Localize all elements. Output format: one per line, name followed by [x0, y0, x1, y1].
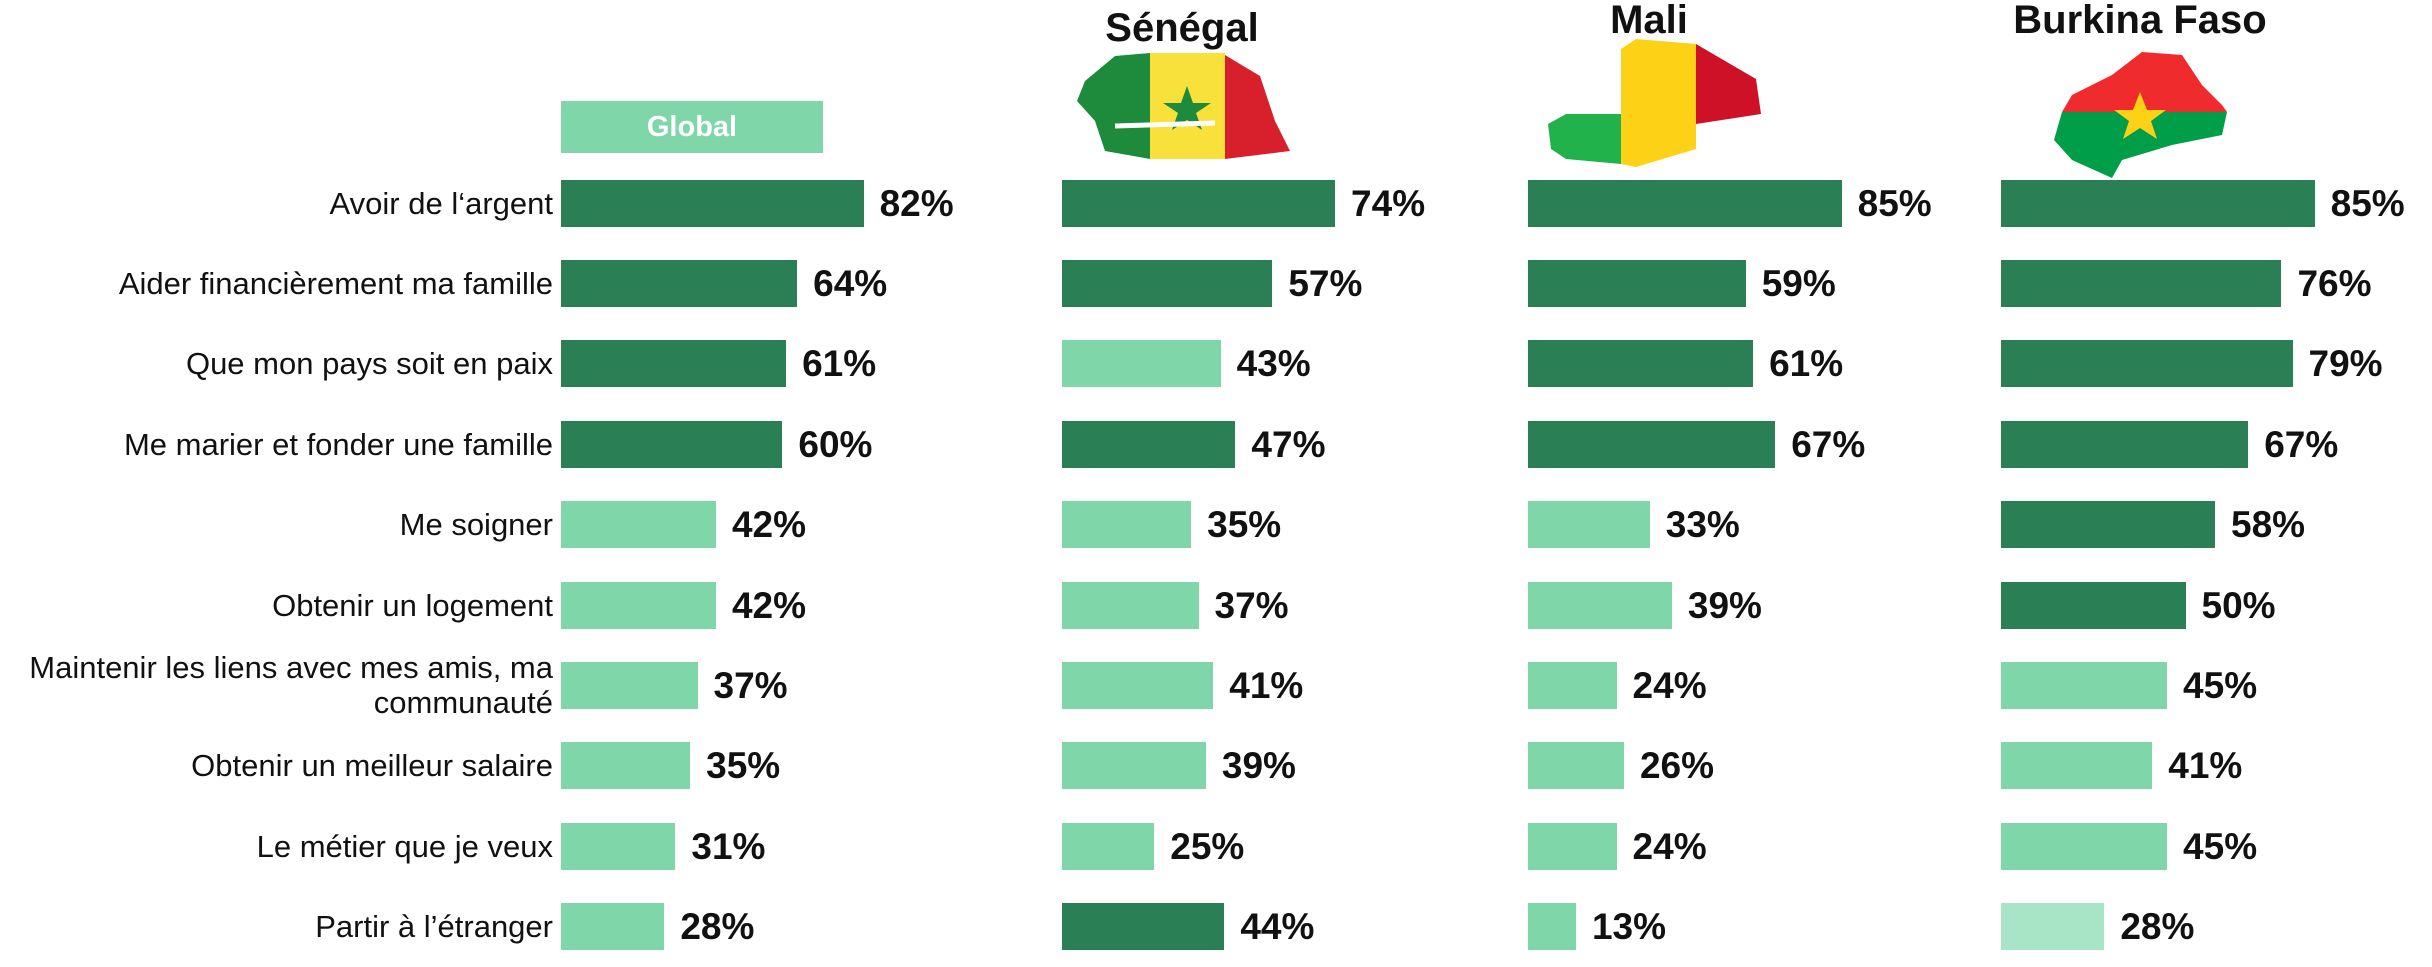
bar — [561, 420, 783, 468]
value-label: 41% — [1229, 664, 1304, 706]
bar — [1528, 501, 1650, 549]
bar — [561, 179, 864, 227]
value-label: 39% — [1687, 584, 1762, 626]
bar — [2001, 903, 2105, 951]
bar — [1528, 179, 1842, 227]
bar — [1062, 179, 1336, 227]
value-label: 37% — [713, 664, 788, 706]
bar — [1528, 581, 1672, 629]
senegal-flag — [1077, 53, 1290, 159]
category-label: Obtenir un logement — [272, 587, 553, 623]
bar — [2001, 661, 2168, 709]
bar — [1528, 340, 1754, 388]
value-label: 67% — [1791, 423, 1866, 465]
value-label: 74% — [1351, 182, 1426, 224]
value-label: 60% — [798, 423, 873, 465]
value-label: 76% — [2297, 262, 2372, 304]
value-label: 35% — [706, 745, 781, 787]
category-label: Avoir de l‘argent — [329, 185, 553, 221]
value-label: 24% — [1632, 664, 1707, 706]
value-label: 26% — [1639, 745, 1714, 787]
bar — [1062, 822, 1155, 870]
bar — [1528, 822, 1617, 870]
value-label: 45% — [2183, 664, 2258, 706]
bar — [1062, 742, 1206, 790]
value-label: 31% — [691, 825, 766, 867]
value-label: 57% — [1288, 262, 1363, 304]
value-label: 28% — [680, 906, 755, 948]
value-label: 42% — [731, 584, 807, 626]
category-label: Obtenir un meilleur salaire — [191, 748, 553, 784]
value-label: 25% — [1170, 825, 1245, 867]
bar — [561, 259, 798, 307]
bar — [561, 501, 716, 549]
value-label: 64% — [813, 262, 888, 304]
value-label: 42% — [731, 504, 807, 546]
bar — [2001, 340, 2293, 388]
value-label: 61% — [802, 343, 877, 385]
bar — [1528, 742, 1624, 790]
value-label: 28% — [2120, 906, 2195, 948]
value-label: 82% — [879, 182, 954, 224]
bar — [1528, 903, 1576, 951]
bar — [561, 661, 698, 709]
value-label: 85% — [2330, 182, 2405, 224]
category-label: Le métier que je veux — [256, 828, 553, 864]
bar — [1062, 340, 1221, 388]
category-label: Maintenir les liens avec mes amis, ma co… — [29, 650, 553, 721]
value-label: 61% — [1769, 343, 1844, 385]
bar — [1062, 661, 1214, 709]
category-label: Partir à l’étranger — [315, 909, 553, 945]
bar — [1062, 581, 1199, 629]
bar — [1528, 259, 1746, 307]
bar — [561, 742, 691, 790]
category-label: Aider financièrement ma famille — [118, 265, 553, 301]
value-label: 59% — [1761, 262, 1836, 304]
series-title: Sénégal — [1105, 6, 1259, 50]
bar — [1062, 420, 1236, 468]
value-label: 41% — [2168, 745, 2243, 787]
series-title: Burkina Faso — [2013, 0, 2267, 42]
burkina-flag — [2054, 52, 2227, 178]
value-label: 67% — [2264, 423, 2339, 465]
bar — [561, 822, 676, 870]
bar — [2001, 420, 2249, 468]
value-label: 39% — [1221, 745, 1296, 787]
value-label: 45% — [2183, 825, 2258, 867]
bar — [2001, 822, 2168, 870]
bar — [561, 340, 787, 388]
bar — [561, 903, 665, 951]
value-label: 44% — [1240, 906, 1315, 948]
bar — [2001, 742, 2153, 790]
mali-flag — [1548, 39, 1761, 167]
category-label: Me marier et fonder une famille — [123, 426, 553, 462]
value-label: 58% — [2231, 504, 2306, 546]
series-title: Global — [561, 101, 823, 153]
value-label: 79% — [2308, 343, 2383, 385]
series-title: Mali — [1610, 0, 1688, 42]
bar — [1528, 661, 1617, 709]
value-label: 50% — [2201, 584, 2276, 626]
category-label: Me soigner — [399, 507, 553, 543]
bar — [1062, 501, 1192, 549]
bar — [1062, 903, 1225, 951]
value-label: 35% — [1207, 504, 1282, 546]
value-label: 85% — [1857, 182, 1932, 224]
bar — [2001, 179, 2315, 227]
bar — [2001, 581, 2186, 629]
value-label: 37% — [1214, 584, 1289, 626]
bar — [2001, 259, 2282, 307]
value-label: 13% — [1591, 906, 1667, 948]
value-label: 24% — [1632, 825, 1707, 867]
category-label: Que mon pays soit en paix — [185, 346, 553, 382]
bar — [1528, 420, 1776, 468]
value-label: 47% — [1251, 423, 1326, 465]
bar — [1062, 259, 1273, 307]
value-label: 33% — [1665, 504, 1740, 546]
bar — [561, 581, 716, 629]
value-label: 43% — [1236, 343, 1311, 385]
bar — [2001, 501, 2216, 549]
